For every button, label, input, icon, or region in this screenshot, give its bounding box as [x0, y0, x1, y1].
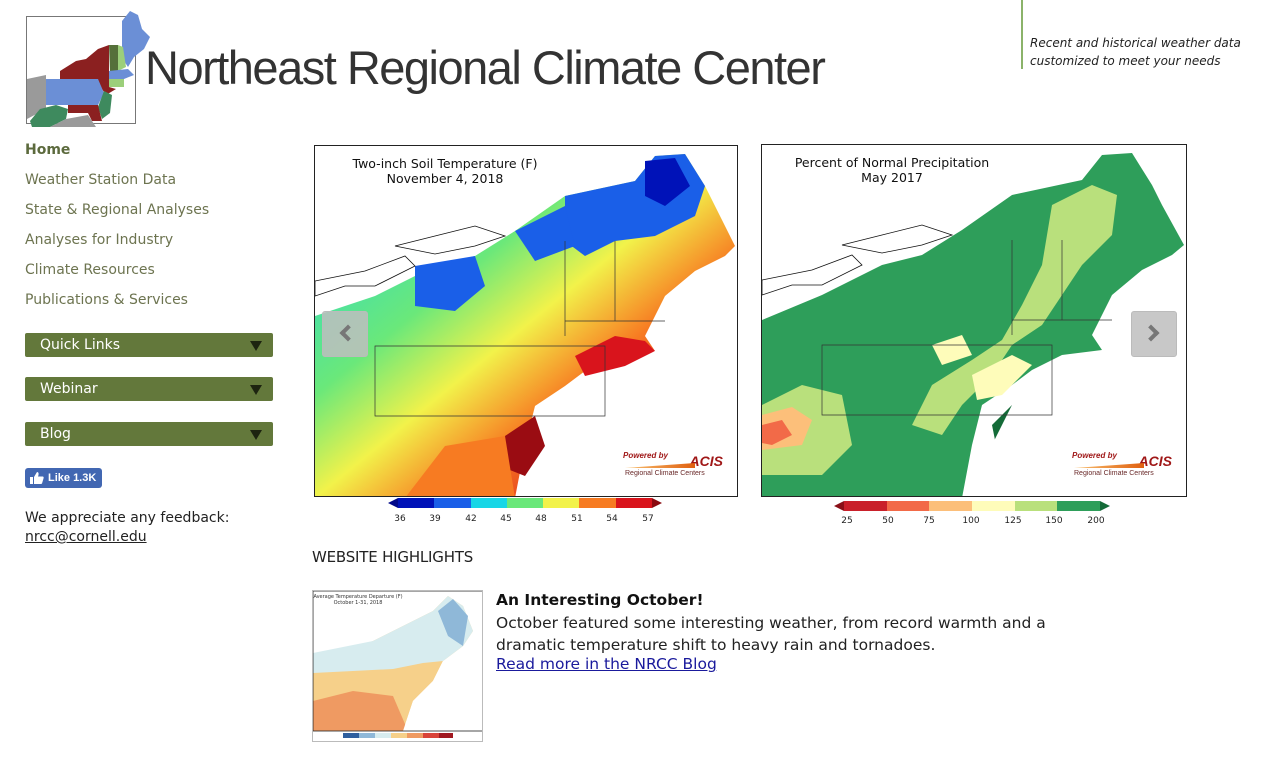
acis-name: ACIS	[689, 453, 723, 469]
nav-item-state-regional-analyses[interactable]: State & Regional Analyses	[25, 202, 210, 218]
tick-label: 36	[394, 514, 406, 524]
carousel-prev-button[interactable]	[322, 311, 368, 357]
colorbar-segment	[972, 501, 1015, 511]
nav-item-climate-resources[interactable]: Climate Resources	[25, 262, 155, 278]
tick-label: 57	[642, 514, 654, 524]
blog-dropdown[interactable]: Blog	[25, 422, 273, 446]
tick-label: 54	[606, 514, 618, 524]
acis-org: Regional Climate Centers	[1074, 470, 1154, 477]
map-title-line-1: Two-inch Soil Temperature (F)	[352, 156, 538, 171]
map-title: Percent of Normal Precipitation May 2017	[762, 155, 1022, 185]
tick-label: 45	[500, 514, 512, 524]
acis-logo: Powered by ACIS Regional Climate Centers	[1072, 451, 1172, 481]
acis-powered-by: Powered by	[1072, 451, 1117, 460]
colorbar-segment	[1014, 501, 1058, 511]
website-highlights-heading: WEBSITE HIGHLIGHTS	[312, 548, 474, 566]
northeast-map-logo-icon	[27, 11, 150, 127]
thumbs-up-icon	[30, 472, 44, 484]
colorbar-segment	[1057, 501, 1101, 511]
dropdown-label: Blog	[40, 426, 71, 442]
acis-logo: Powered by ACIS Regional Climate Centers	[623, 451, 723, 481]
highlight-thumbnail[interactable]: Average Temperature Departure (F) Octobe…	[312, 590, 483, 742]
dropdown-label: Webinar	[40, 381, 98, 397]
tick-label: 50	[882, 516, 894, 526]
caret-down-icon	[250, 430, 262, 440]
acis-powered-by: Powered by	[623, 451, 668, 460]
facebook-like-button[interactable]: Like 1.3K	[25, 468, 102, 488]
precipitation-colorbar	[834, 501, 1111, 511]
map-title-line-2: November 4, 2018	[386, 171, 504, 186]
tick-label: 39	[429, 514, 441, 524]
soil-temperature-colorbar	[388, 498, 662, 508]
colorbar-end-low	[388, 498, 398, 508]
feedback-block: We appreciate any feedback: nrcc@cornell…	[25, 509, 229, 547]
quick-links-dropdown[interactable]: Quick Links	[25, 333, 273, 357]
acis-org: Regional Climate Centers	[625, 470, 705, 477]
webinar-dropdown[interactable]: Webinar	[25, 377, 273, 401]
acis-swoosh-icon	[1074, 463, 1144, 468]
thumbnail-title: Average Temperature Departure (F) Octobe…	[313, 594, 403, 606]
feedback-text: We appreciate any feedback:	[25, 510, 230, 526]
read-more-blog-link[interactable]: Read more in the NRCC Blog	[496, 655, 717, 673]
nav-item-home[interactable]: Home	[25, 142, 71, 158]
nav-item-publications-services[interactable]: Publications & Services	[25, 292, 188, 308]
tick-label: 100	[962, 516, 980, 526]
colorbar-segment	[615, 498, 652, 508]
caret-down-icon	[250, 341, 262, 351]
colorbar-segment	[470, 498, 507, 508]
dropdown-label: Quick Links	[40, 337, 121, 353]
map-title-line-2: May 2017	[861, 170, 923, 185]
highlight-description: October featured some interesting weathe…	[496, 614, 1046, 654]
chevron-right-icon	[1142, 324, 1160, 342]
map-title: Two-inch Soil Temperature (F) November 4…	[315, 156, 575, 186]
soil-temperature-map-image	[315, 154, 737, 496]
tick-label: 48	[535, 514, 547, 524]
tick-label: 125	[1004, 516, 1022, 526]
colorbar-segment	[434, 498, 471, 508]
colorbar-segment	[398, 498, 435, 508]
tick-label: 150	[1045, 516, 1063, 526]
highlight-headline: An Interesting October!	[496, 591, 704, 609]
temperature-departure-map-image	[313, 591, 482, 738]
acis-swoosh-icon	[625, 463, 695, 468]
colorbar-end-low	[834, 501, 844, 511]
tagline-line-1: Recent and historical weather data	[1030, 36, 1241, 50]
nrcc-logo[interactable]	[26, 11, 150, 127]
thumbnail-title-line-1: Average Temperature Departure (F)	[313, 594, 403, 600]
carousel-next-button[interactable]	[1131, 311, 1177, 357]
tick-label: 25	[841, 516, 853, 526]
acis-name: ACIS	[1138, 453, 1172, 469]
tagline: Recent and historical weather data custo…	[1021, 0, 1251, 69]
thumbnail-title-line-2: October 1-31, 2018	[333, 600, 383, 606]
colorbar-segment	[506, 498, 544, 508]
nav-item-analyses-for-industry[interactable]: Analyses for Industry	[25, 232, 174, 248]
colorbar-end-high	[651, 498, 662, 508]
tick-label: 75	[923, 516, 935, 526]
like-count: Like 1.3K	[48, 472, 97, 484]
main-nav: Home Weather Station Data State & Region…	[25, 139, 209, 319]
map-title-line-1: Percent of Normal Precipitation	[794, 155, 990, 170]
caret-down-icon	[250, 385, 262, 395]
nav-item-weather-station-data[interactable]: Weather Station Data	[25, 172, 177, 188]
chevron-left-icon	[339, 324, 357, 342]
colorbar-segment	[886, 501, 930, 511]
tick-label: 200	[1087, 516, 1105, 526]
precipitation-map-image	[762, 153, 1186, 496]
colorbar-segment	[579, 498, 616, 508]
colorbar-segment	[543, 498, 580, 508]
colorbar-segment	[929, 501, 973, 511]
colorbar-segment	[844, 501, 887, 511]
tagline-line-2: customized to meet your needs	[1030, 54, 1221, 68]
site-title[interactable]: Northeast Regional Climate Center	[145, 41, 826, 94]
soil-temperature-map[interactable]: Two-inch Soil Temperature (F) November 4…	[314, 145, 738, 497]
precipitation-map[interactable]: Percent of Normal Precipitation May 2017…	[761, 144, 1187, 497]
colorbar-end-high	[1100, 501, 1111, 511]
feedback-email-link[interactable]: nrcc@cornell.edu	[25, 529, 147, 545]
tick-label: 51	[571, 514, 583, 524]
tick-label: 42	[465, 514, 477, 524]
